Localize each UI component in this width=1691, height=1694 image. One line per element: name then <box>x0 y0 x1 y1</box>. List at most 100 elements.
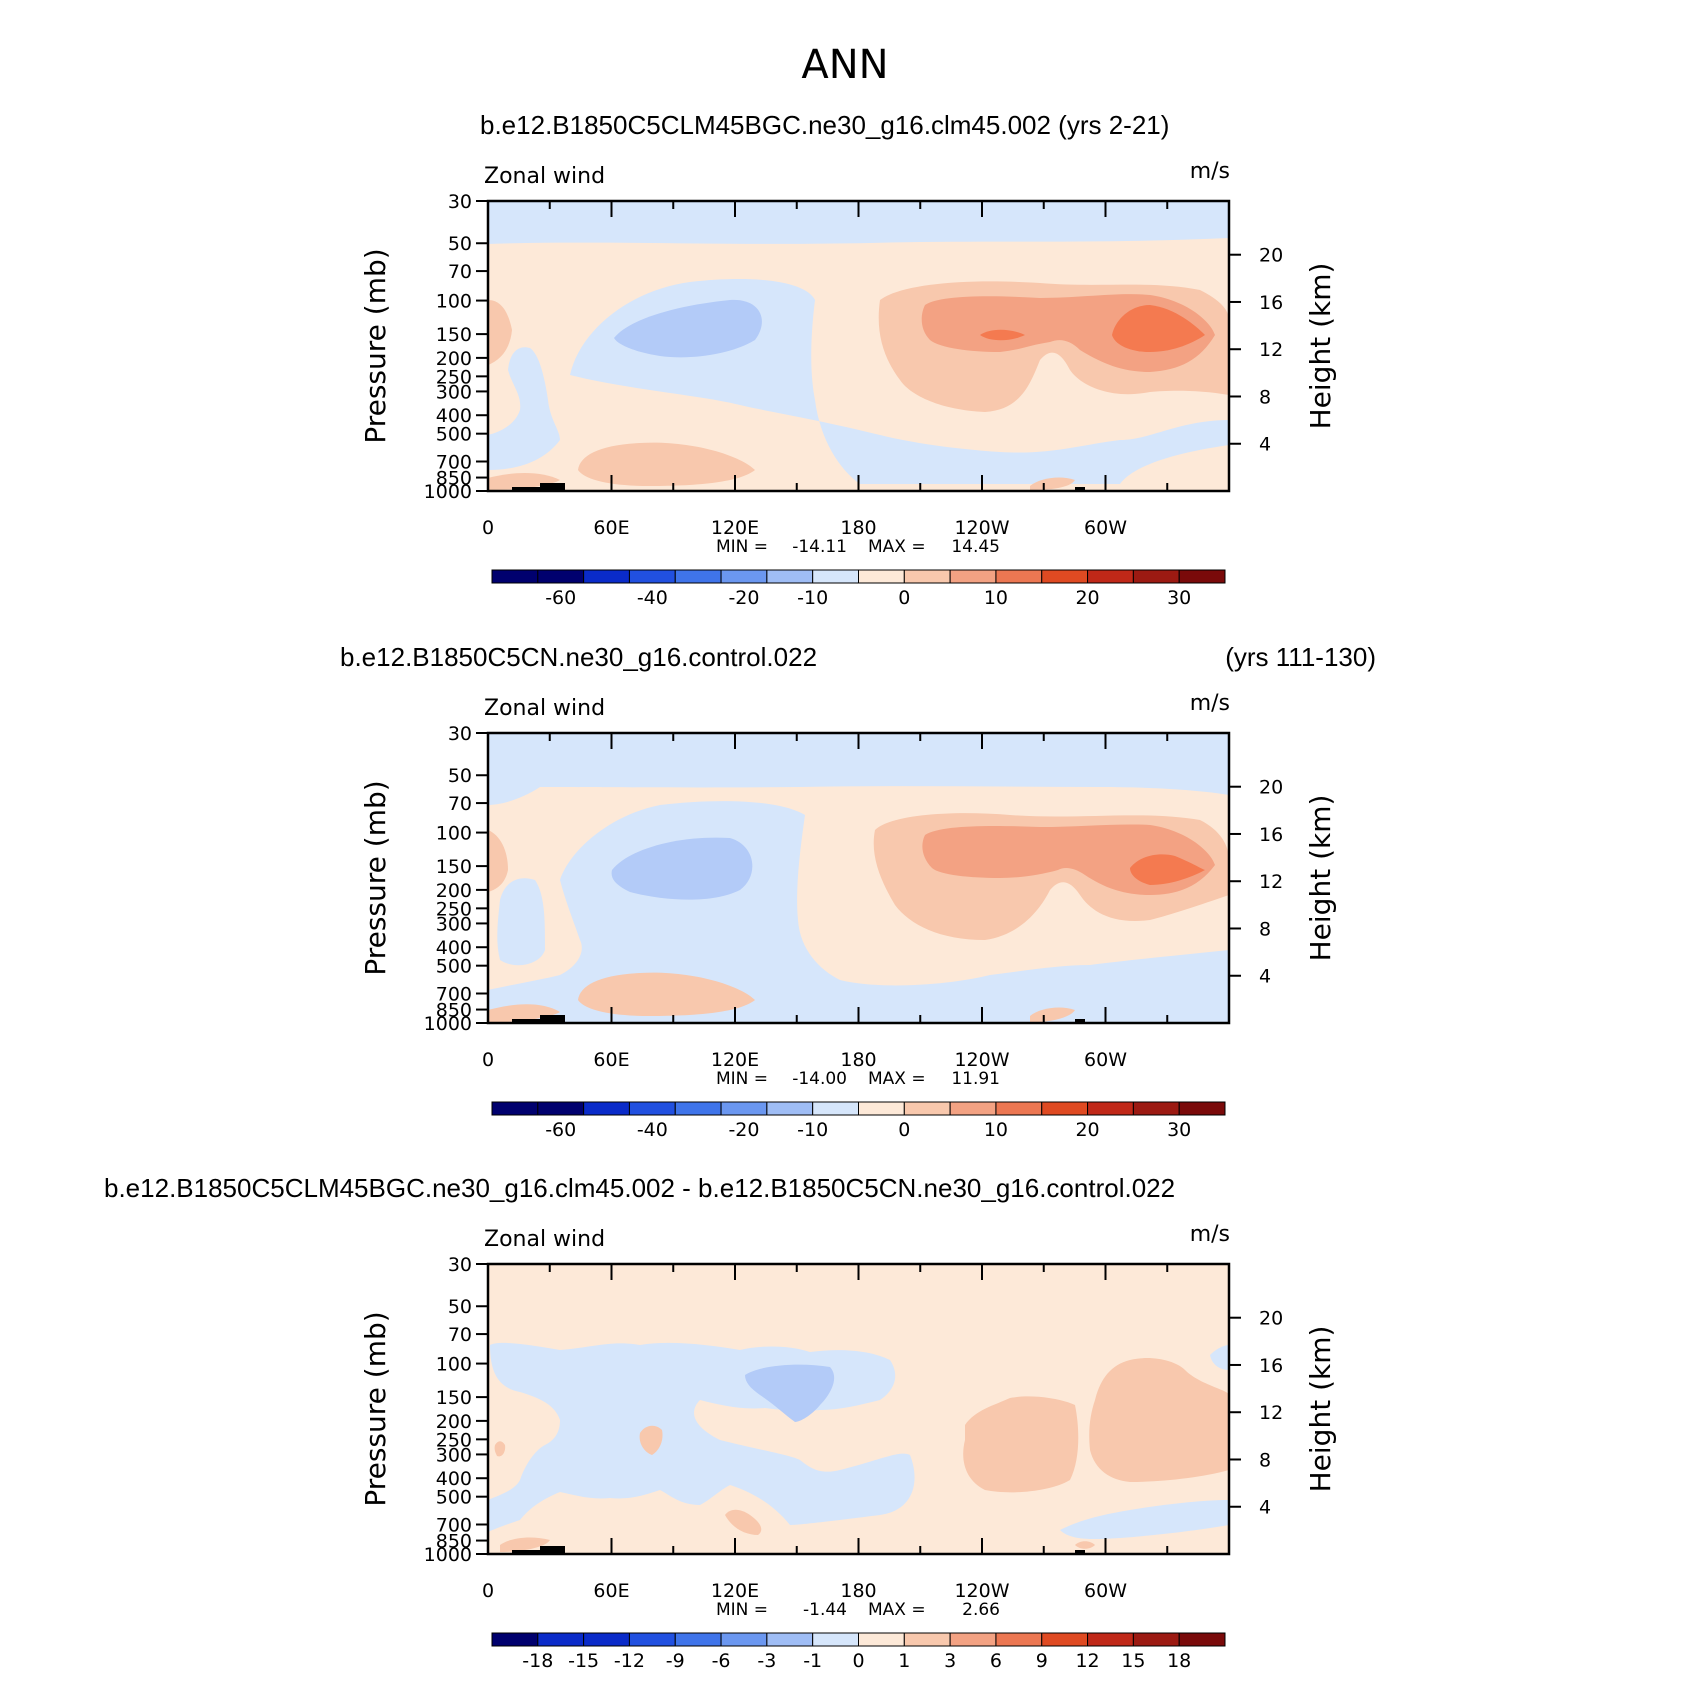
y-tick-label: 300 <box>436 913 472 935</box>
panel-2-max-value: 11.91 <box>951 1069 1000 1089</box>
panel-1-low-westerly <box>578 442 755 486</box>
x-tick-label: 120E <box>711 517 759 539</box>
colorbar-label: 3 <box>944 1650 956 1672</box>
y-tick-label: 500 <box>436 1487 472 1509</box>
x-tick-label: 60E <box>593 1580 629 1602</box>
x-tick-label: 180 <box>840 1049 876 1071</box>
x-tick-label: 0 <box>482 517 494 539</box>
colorbar-label: 0 <box>898 587 910 609</box>
panel-2-west-jet-edge <box>488 830 508 892</box>
panel-2-sfc-westerly-east <box>1030 1007 1075 1023</box>
colorbar-box <box>766 1632 814 1647</box>
y-tick-label: 100 <box>436 1354 472 1376</box>
panel-3-units: m/s <box>1190 1222 1230 1247</box>
colorbar-label: -12 <box>614 1650 645 1672</box>
panel-1-x-axis: 0 60E 120E 180 120W 60W <box>482 201 1230 539</box>
y-tick-label: 50 <box>448 233 472 255</box>
x-tick-label: 60W <box>1084 517 1127 539</box>
colorbar-label: 30 <box>1167 1119 1191 1141</box>
colorbar-label: 0 <box>852 1650 864 1672</box>
colorbar-label: 20 <box>1075 587 1099 609</box>
panel-3-negative-core <box>745 1364 835 1422</box>
panel-1-contour-field <box>488 201 1229 491</box>
colorbar-label: 10 <box>984 587 1008 609</box>
y-tick-label: 70 <box>448 261 472 283</box>
y2-tick-label: 20 <box>1259 245 1283 267</box>
panel-1-sfc-westerly-east <box>1030 477 1075 490</box>
y-tick-label: 250 <box>436 1429 472 1451</box>
panel-3-colorbar: -18 -15 -12 -9 -6 -3 -1 0 1 3 6 9 12 15 18 <box>491 1632 1226 1672</box>
x-tick-label: 120W <box>954 1049 1009 1071</box>
colorbar-label: 30 <box>1167 587 1191 609</box>
x-tick-label: 120W <box>954 1580 1009 1602</box>
colorbar-label: -20 <box>728 1119 759 1141</box>
y-tick-label: 30 <box>448 723 472 745</box>
y-tick-label: 700 <box>436 984 472 1006</box>
y-tick-label: 1000 <box>424 1544 472 1566</box>
colorbar-box <box>1041 1101 1089 1116</box>
colorbar-label: -6 <box>712 1650 731 1672</box>
panel-1-max-value: 14.45 <box>951 537 1000 557</box>
panel-2-jet-core <box>1130 854 1205 885</box>
y2-tick-label: 16 <box>1259 292 1283 314</box>
y-tick-label: 500 <box>436 956 472 978</box>
colorbar-label: -18 <box>522 1650 553 1672</box>
panel-3-positive-blob-1 <box>639 1425 663 1455</box>
panel-3-y2label: Height (km) <box>1304 1326 1337 1493</box>
colorbar-box <box>949 1101 997 1116</box>
panel-2: b.e12.B1850C5CN.ne30_g16.control.022 (yr… <box>340 642 1376 1141</box>
colorbar-box <box>903 569 951 584</box>
panel-2-y2label: Height (km) <box>1304 795 1337 962</box>
colorbar-box <box>720 1101 768 1116</box>
panel-2-contour-field <box>488 733 1229 1023</box>
x-tick-label: 0 <box>482 1580 494 1602</box>
panel-3-positive-west-pacific <box>963 1396 1079 1493</box>
colorbar-box <box>1041 1632 1089 1647</box>
y-tick-label: 300 <box>436 1444 472 1466</box>
colorbar-box <box>674 1632 722 1647</box>
y2-tick-label: 20 <box>1259 1308 1283 1330</box>
y-tick-label: 850 <box>436 1531 472 1553</box>
panel-2-west-easterly-strip <box>497 878 545 966</box>
panel-1-west-easterly-strip <box>488 347 560 470</box>
colorbar-box <box>903 1101 951 1116</box>
panel-1-asian-easterly-core <box>614 299 762 358</box>
y-tick-label: 500 <box>436 424 472 446</box>
colorbar-box <box>766 1101 814 1116</box>
panel-1-ylabel: Pressure (mb) <box>359 248 392 443</box>
colorbar-box <box>949 569 997 584</box>
colorbar-box <box>628 1101 676 1116</box>
colorbar-box <box>1178 1632 1226 1647</box>
panel-3-east-edge-negative <box>1210 1345 1229 1370</box>
colorbar-box <box>995 1632 1043 1647</box>
y-tick-label: 150 <box>436 856 472 878</box>
panel-3: b.e12.B1850C5CLM45BGC.ne30_g16.clm45.002… <box>104 1173 1337 1672</box>
y-tick-label: 1000 <box>424 1013 472 1035</box>
panel-1-variable-label: Zonal wind <box>484 164 605 189</box>
y-tick-label: 50 <box>448 1296 472 1318</box>
y2-tick-label: 8 <box>1259 918 1271 940</box>
colorbar-box <box>1087 1101 1134 1116</box>
panel-2-max-label: MAX = <box>868 1069 926 1089</box>
x-tick-label: 60E <box>593 1049 629 1071</box>
colorbar-box <box>1132 1632 1180 1647</box>
x-tick-label: 120E <box>711 1049 759 1071</box>
panel-2-title: b.e12.B1850C5CN.ne30_g16.control.022 <box>340 642 817 672</box>
panel-2-min-value: -14.00 <box>792 1069 847 1089</box>
colorbar-label: -40 <box>637 587 668 609</box>
colorbar-label: -60 <box>545 587 576 609</box>
colorbar-box <box>812 1101 859 1116</box>
y2-tick-label: 20 <box>1259 777 1283 799</box>
x-tick-label: 60W <box>1084 1580 1127 1602</box>
colorbar-label: 1 <box>898 1650 910 1672</box>
colorbar-label: 15 <box>1121 1650 1145 1672</box>
colorbar-box <box>491 569 539 584</box>
panel-2-sfc-westerly-west <box>488 1004 560 1023</box>
y-tick-label: 150 <box>436 1387 472 1409</box>
y-tick-label: 70 <box>448 793 472 815</box>
colorbar-label: 10 <box>984 1119 1008 1141</box>
colorbar-box <box>1087 1632 1134 1647</box>
x-tick-label: 0 <box>482 1049 494 1071</box>
